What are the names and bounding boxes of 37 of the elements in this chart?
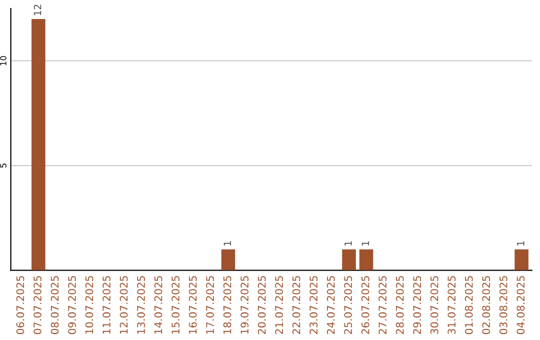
- x-tick-label: 26.07.2025: [361, 276, 370, 334]
- x-tick-label: 11.07.2025: [102, 276, 110, 334]
- x-tick-label: 22.07.2025: [292, 276, 300, 334]
- x-tick-label: 24.07.2025: [326, 276, 335, 334]
- x-tick-label: 28.07.2025: [396, 276, 404, 334]
- x-tick-label: 06.07.2025: [16, 276, 24, 334]
- x-tick-label: 19.07.2025: [240, 276, 248, 334]
- x-tick-label: 16.07.2025: [188, 276, 197, 334]
- data-label: 1: [517, 241, 524, 246]
- x-tick-label: 14.07.2025: [154, 276, 162, 334]
- x-tick-label: 03.08.2025: [499, 276, 508, 334]
- x-tick-label: 31.07.2025: [448, 276, 456, 334]
- x-tick-label: 29.07.2025: [413, 276, 422, 334]
- x-tick-label: 15.07.2025: [172, 276, 180, 334]
- data-label: 12: [34, 4, 42, 16]
- x-tick-label: 02.08.2025: [482, 276, 490, 334]
- x-tick-label: 17.07.2025: [206, 276, 214, 334]
- x-tick-label: 30.07.2025: [430, 276, 438, 334]
- x-tick-label: 09.07.2025: [68, 276, 76, 334]
- y-tick-label: 10: [0, 56, 6, 66]
- x-tick-label: 12.07.2025: [120, 276, 128, 334]
- x-tick-label: 21.07.2025: [275, 276, 283, 334]
- x-tick-label: 10.07.2025: [85, 276, 94, 334]
- x-tick-label: 01.08.2025: [464, 276, 473, 334]
- x-tick-label: 23.07.2025: [310, 276, 318, 334]
- x-tick-label: 27.07.2025: [378, 276, 387, 334]
- data-label: 1: [344, 241, 352, 246]
- data-label: 1: [224, 241, 231, 246]
- x-tick-label: 08.07.2025: [50, 276, 59, 334]
- x-tick-label: 04.08.2025: [516, 276, 525, 334]
- x-tick-label: 25.07.2025: [344, 276, 352, 334]
- y-tick-label: 5: [0, 164, 6, 168]
- x-tick-label: 13.07.2025: [137, 276, 145, 334]
- x-tick-label: 20.07.2025: [258, 276, 266, 334]
- x-tick-label: 07.07.2025: [34, 276, 42, 334]
- data-label: 1: [362, 241, 369, 246]
- x-tick-label: 18.07.2025: [223, 276, 232, 334]
